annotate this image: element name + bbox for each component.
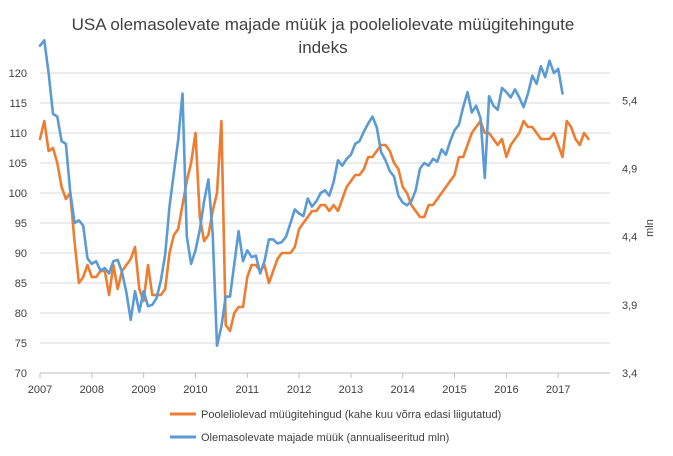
series-line-existing-home-sales [38,38,564,348]
left-tick-label: 95 [15,218,27,230]
x-tick-label: 2011 [235,384,259,396]
x-tick-label: 2008 [80,384,104,396]
chart-title-line-2: indeks [298,38,347,57]
x-tick-label: 2010 [183,384,207,396]
left-tick-label: 90 [15,248,27,260]
right-axis-title: mln [644,219,656,237]
series-layer [38,38,590,348]
grid-lines [40,72,610,344]
right-axis: 3,4 3,9 4,4 4,9 5,4 [622,95,637,380]
left-tick-label: 120 [9,68,27,80]
x-tick-label: 2013 [339,384,363,396]
right-tick-label: 4,4 [622,232,637,244]
right-tick-label: 3,4 [622,368,637,380]
left-tick-label: 85 [15,278,27,290]
x-tick-label: 2016 [494,384,518,396]
legend-label-pending-sales: Pooleliolevad müügitehingud (kahe kuu võ… [201,409,501,421]
x-tick-label: 2007 [28,384,52,396]
right-tick-label: 4,9 [622,163,637,175]
left-tick-label: 115 [9,98,27,110]
x-tick-label: 2015 [442,384,466,396]
right-tick-label: 5,4 [622,95,637,107]
left-axis: 70 75 80 85 90 95 100 105 110 115 120 [9,68,27,380]
left-tick-label: 70 [15,368,27,380]
x-tick-label: 2014 [390,384,414,396]
left-tick-label: 105 [9,158,27,170]
x-tick-label: 2009 [131,384,155,396]
x-axis: 2007 2008 2009 2010 2011 2012 2013 2014 2015 2016… [28,373,570,396]
right-tick-label: 3,9 [622,300,637,312]
left-tick-label: 75 [15,338,27,350]
x-tick-label: 2012 [287,384,311,396]
left-tick-label: 110 [9,128,27,140]
left-tick-label: 80 [15,308,27,320]
left-tick-label: 100 [9,188,27,200]
series-line-pending-sales [38,119,590,333]
legend: Pooleliolevad müügitehingud (kahe kuu võ… [170,409,501,444]
legend-label-existing-home-sales: Olemasolevate majade müük (annualiseerit… [201,432,449,444]
x-tick-label: 2017 [546,384,570,396]
chart-title-line-1: USA olemasolevate majade müük ja pooleli… [72,15,575,34]
